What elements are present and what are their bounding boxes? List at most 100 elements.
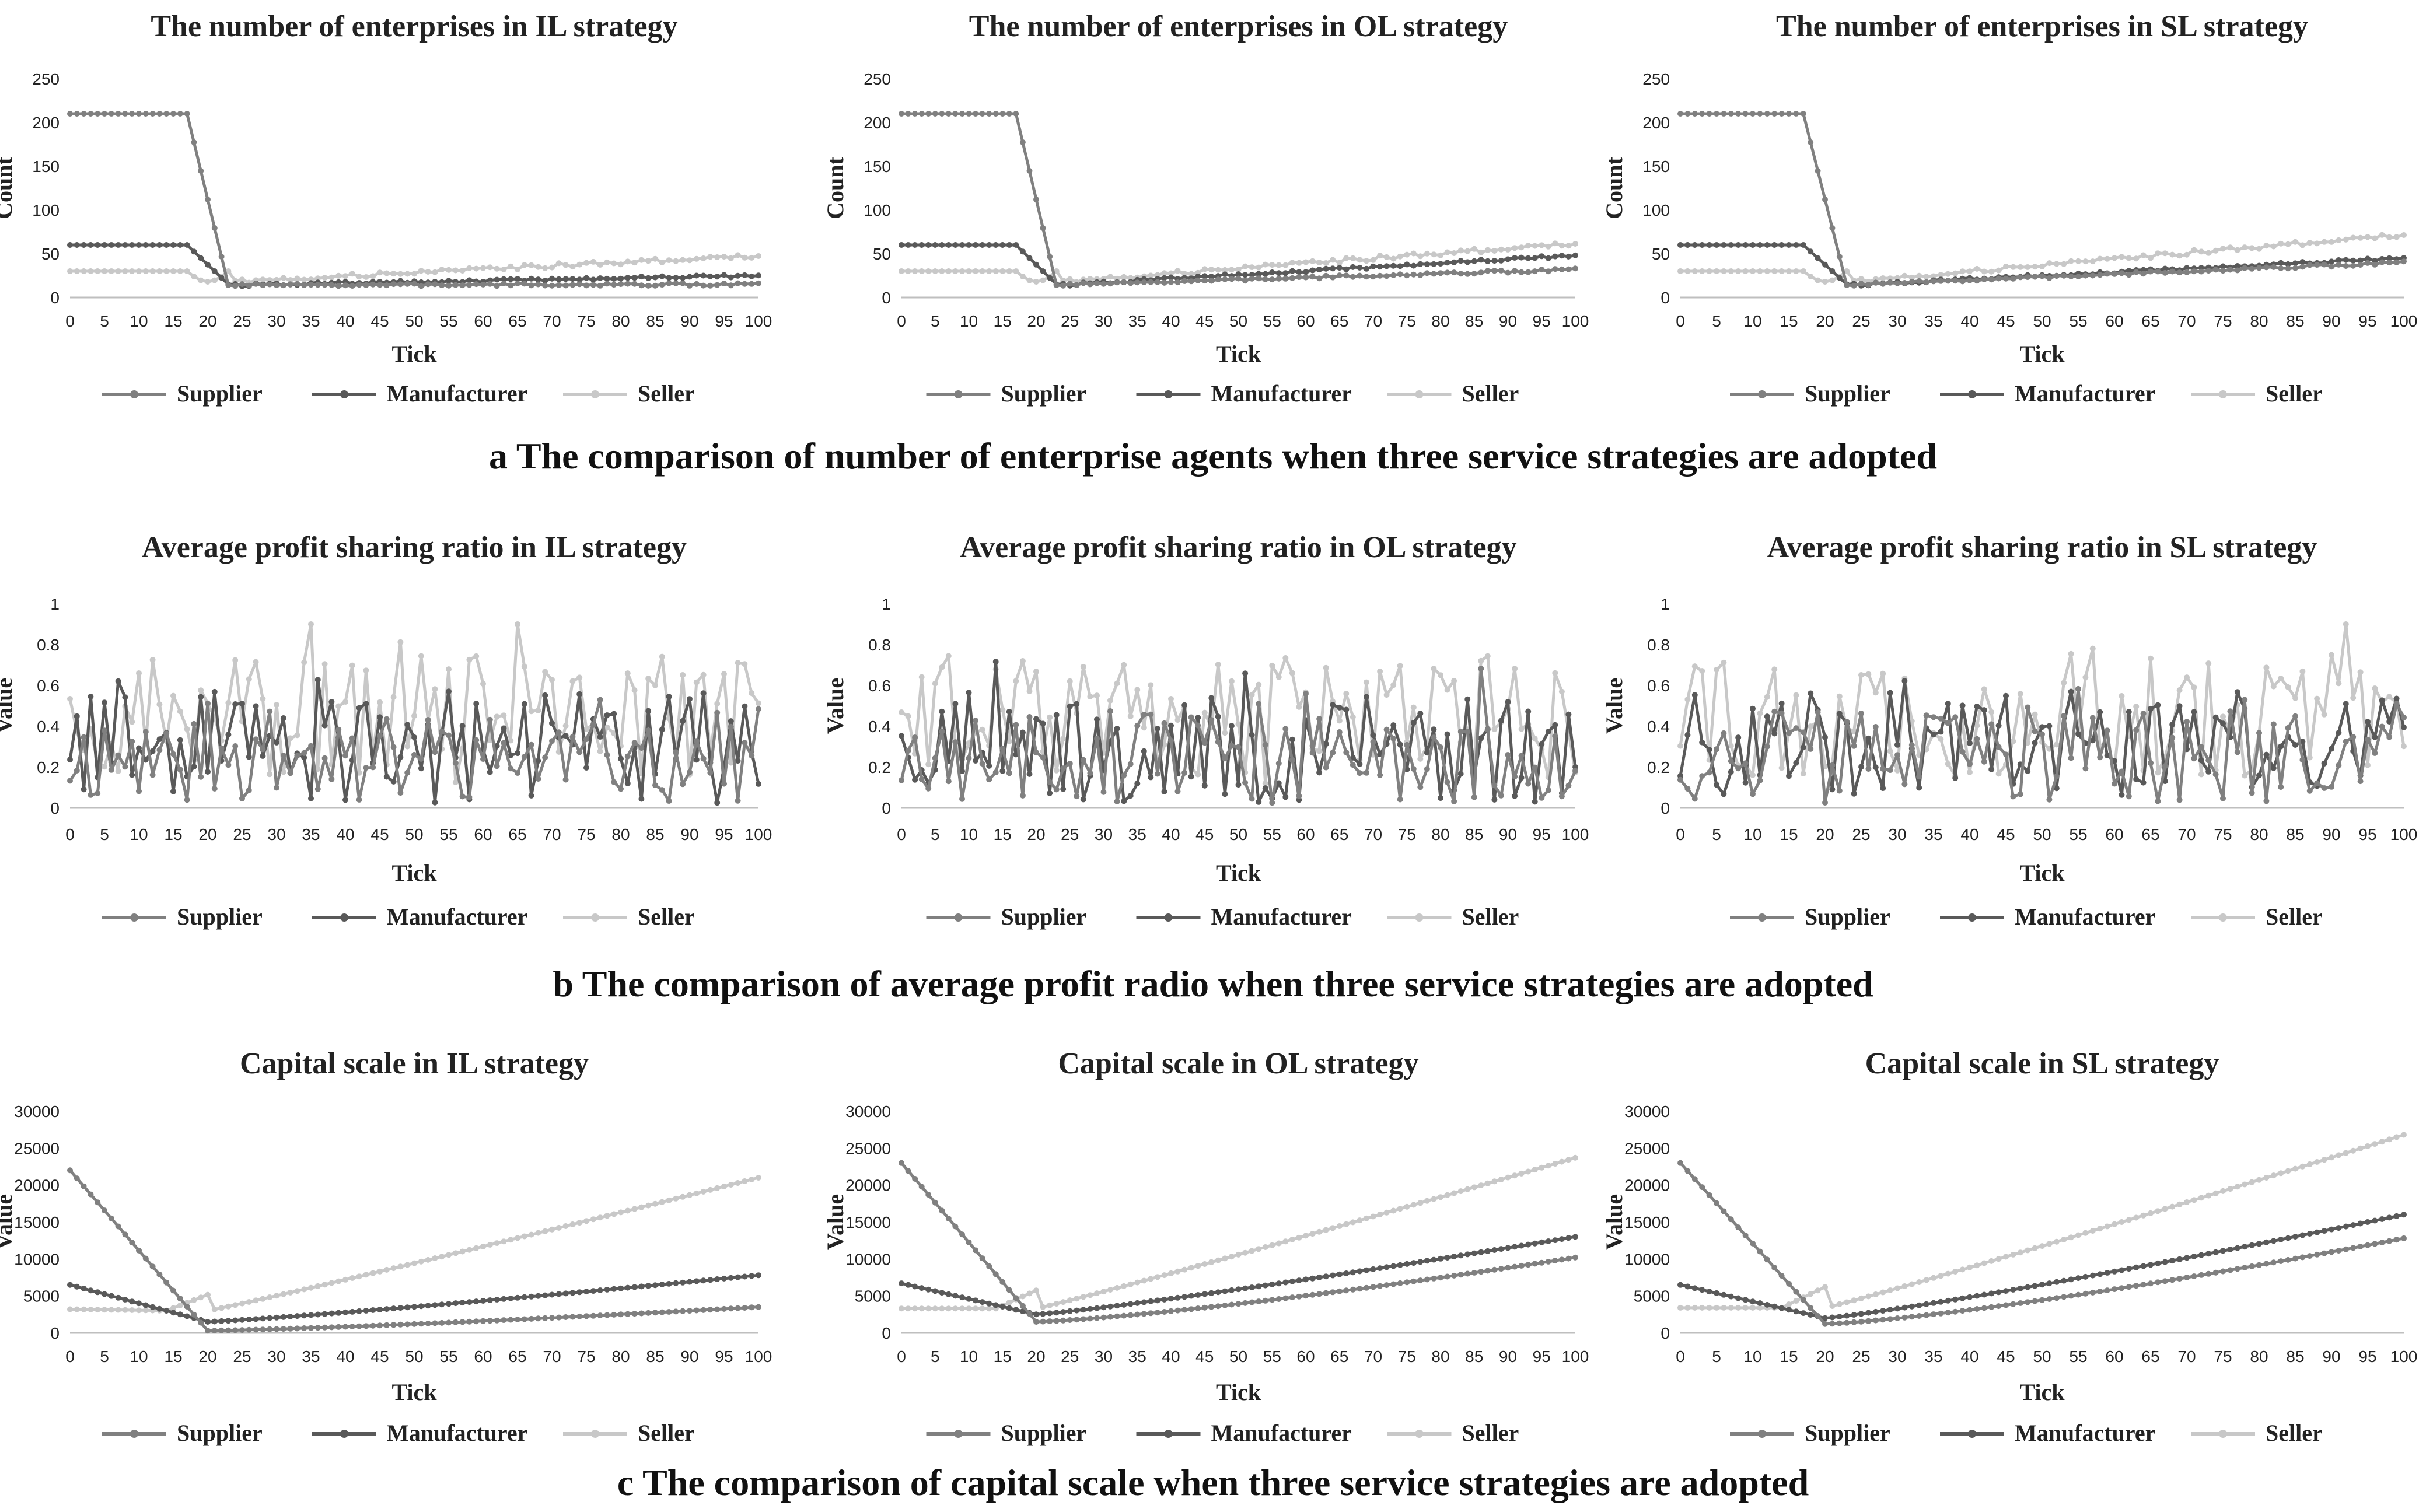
data-point bbox=[2270, 721, 2277, 727]
data-point bbox=[274, 1293, 279, 1299]
data-point bbox=[2270, 683, 2277, 690]
data-point bbox=[88, 1307, 94, 1312]
x-tick-label: 0 bbox=[1676, 825, 1685, 844]
data-point bbox=[1195, 715, 1201, 721]
data-point bbox=[2191, 684, 2197, 691]
data-point bbox=[487, 1297, 493, 1303]
data-point bbox=[2148, 1210, 2154, 1216]
x-tick-label: 80 bbox=[2250, 312, 2268, 330]
data-point bbox=[1235, 271, 1242, 278]
data-point bbox=[721, 1275, 727, 1282]
data-point bbox=[1572, 1254, 1578, 1261]
data-point bbox=[1539, 1239, 1545, 1245]
data-point bbox=[2357, 778, 2364, 785]
data-point bbox=[1793, 692, 1799, 698]
data-point bbox=[1464, 696, 1471, 702]
data-point bbox=[1256, 1283, 1262, 1290]
data-point bbox=[1512, 793, 1518, 799]
y-axis-label: Value bbox=[822, 1194, 848, 1250]
data-point bbox=[446, 732, 452, 738]
x-tick-label: 50 bbox=[2033, 312, 2051, 330]
data-point bbox=[1532, 1167, 1538, 1173]
data-point bbox=[1894, 752, 1900, 758]
data-point bbox=[1923, 1301, 1929, 1307]
data-point bbox=[1188, 1306, 1194, 1312]
data-point bbox=[349, 1275, 355, 1281]
data-point bbox=[1410, 1278, 1417, 1284]
data-point bbox=[1100, 789, 1107, 795]
data-point bbox=[659, 259, 665, 265]
data-point bbox=[2270, 1238, 2277, 1244]
data-point bbox=[2372, 1217, 2378, 1224]
data-point bbox=[2025, 264, 2031, 270]
data-point bbox=[2068, 755, 2074, 761]
data-point bbox=[274, 739, 279, 746]
y-tick-label: 50 bbox=[41, 245, 60, 263]
data-point bbox=[2126, 793, 2132, 800]
data-point bbox=[905, 747, 911, 754]
data-point bbox=[2212, 247, 2219, 254]
data-point bbox=[170, 692, 176, 699]
x-tick-label: 70 bbox=[1364, 312, 1382, 330]
x-tick-label: 30 bbox=[1888, 312, 1906, 330]
x-tick-label: 55 bbox=[1263, 1348, 1281, 1366]
data-point bbox=[1296, 1234, 1302, 1241]
y-tick-label: 30000 bbox=[1624, 1102, 1670, 1121]
data-point bbox=[1350, 255, 1356, 261]
data-point bbox=[945, 1216, 952, 1222]
data-point bbox=[1215, 276, 1221, 283]
data-point bbox=[1215, 1289, 1221, 1296]
data-point bbox=[314, 1325, 321, 1331]
data-point bbox=[1127, 761, 1134, 767]
data-point bbox=[108, 111, 114, 117]
data-point bbox=[1074, 1317, 1080, 1323]
data-point bbox=[377, 699, 383, 705]
data-point bbox=[899, 242, 904, 248]
data-point bbox=[232, 1327, 239, 1334]
data-point bbox=[2068, 258, 2074, 264]
x-tick-label: 45 bbox=[370, 825, 389, 844]
data-point bbox=[2068, 1234, 2074, 1241]
data-point bbox=[163, 1279, 170, 1286]
data-point bbox=[1572, 768, 1578, 774]
legend-item-manufacturer: Manufacturer bbox=[1940, 904, 2155, 930]
data-point bbox=[2263, 1175, 2270, 1181]
data-point bbox=[1262, 785, 1268, 792]
x-tick-label: 15 bbox=[164, 1348, 182, 1366]
data-point bbox=[631, 740, 638, 746]
data-point bbox=[624, 1208, 631, 1214]
data-point bbox=[1242, 278, 1249, 284]
data-point bbox=[1836, 788, 1843, 794]
data-point bbox=[756, 280, 761, 286]
data-point bbox=[102, 1208, 107, 1214]
data-point bbox=[1168, 270, 1174, 276]
data-point bbox=[1967, 1307, 1973, 1313]
data-point bbox=[742, 272, 748, 278]
data-point bbox=[1060, 1309, 1067, 1315]
data-point bbox=[1195, 771, 1201, 778]
data-point bbox=[184, 242, 190, 248]
data-point bbox=[1901, 1314, 1908, 1321]
data-point bbox=[2075, 685, 2081, 692]
data-point bbox=[115, 111, 121, 117]
data-point bbox=[966, 1239, 972, 1245]
data-point bbox=[618, 281, 624, 288]
data-point bbox=[925, 761, 932, 768]
data-point bbox=[335, 703, 342, 709]
data-point bbox=[1228, 678, 1235, 684]
data-point bbox=[1161, 275, 1167, 281]
data-point bbox=[1742, 242, 1749, 248]
y-tick-label: 10000 bbox=[14, 1250, 60, 1268]
data-point bbox=[1208, 267, 1215, 273]
data-point bbox=[659, 1309, 665, 1315]
data-point bbox=[170, 1305, 176, 1311]
data-point bbox=[1370, 1213, 1376, 1220]
data-point bbox=[88, 242, 94, 248]
data-point bbox=[912, 242, 918, 248]
data-point bbox=[925, 1286, 932, 1293]
data-point bbox=[569, 1314, 576, 1320]
data-point bbox=[253, 1316, 259, 1322]
legend-swatch-dot bbox=[2219, 914, 2227, 922]
legend-label: Manufacturer bbox=[2015, 380, 2155, 407]
data-point bbox=[1275, 275, 1282, 282]
